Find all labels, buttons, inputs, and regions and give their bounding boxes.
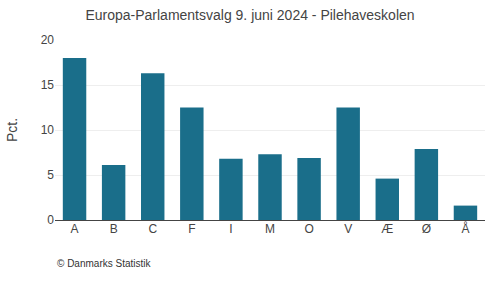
svg-text:5: 5 xyxy=(47,168,54,182)
svg-text:Ø: Ø xyxy=(422,222,431,236)
svg-text:10: 10 xyxy=(41,123,55,137)
svg-text:© Danmarks Statistik: © Danmarks Statistik xyxy=(57,258,152,269)
svg-text:C: C xyxy=(148,222,157,236)
svg-text:20: 20 xyxy=(41,33,55,47)
svg-text:0: 0 xyxy=(47,213,54,227)
svg-text:V: V xyxy=(344,222,352,236)
svg-text:A: A xyxy=(71,222,79,236)
svg-text:15: 15 xyxy=(41,78,55,92)
svg-text:Æ: Æ xyxy=(381,222,393,236)
svg-text:Å: Å xyxy=(461,221,469,236)
svg-text:B: B xyxy=(110,222,118,236)
svg-text:M: M xyxy=(265,222,275,236)
svg-text:I: I xyxy=(229,222,232,236)
svg-text:F: F xyxy=(188,222,195,236)
svg-text:Pct.: Pct. xyxy=(4,118,20,142)
svg-text:O: O xyxy=(304,222,313,236)
svg-text:Europa-Parlamentsvalg 9. juni: Europa-Parlamentsvalg 9. juni 2024 - Pil… xyxy=(85,7,414,23)
